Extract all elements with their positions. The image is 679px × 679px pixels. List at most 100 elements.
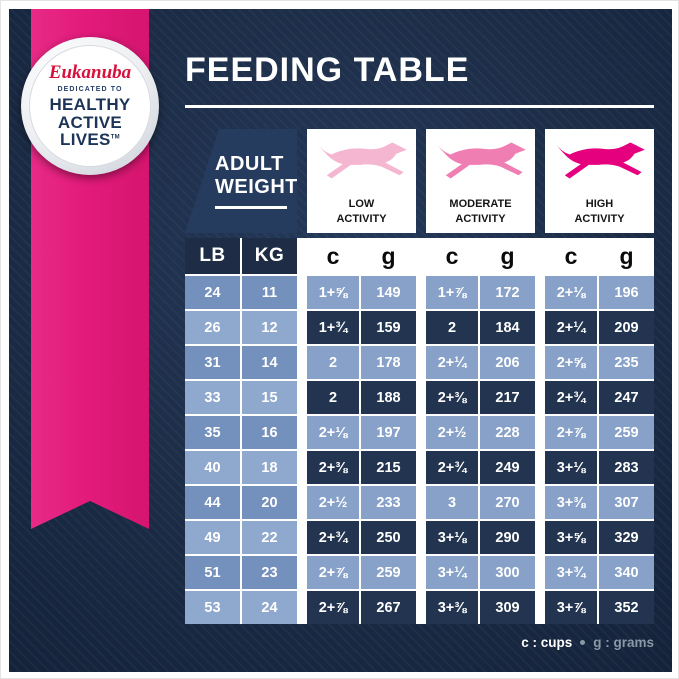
column-gutter [299,311,305,344]
activity-label-moderate-line1: MODERATE [449,198,512,211]
cell-moderate-grams: 172 [480,276,535,309]
cell-moderate-grams: 249 [480,451,535,484]
cell-moderate-cups: 2+½ [426,416,478,449]
cell-high-cups: 2+¾ [545,381,597,414]
column-gutter [537,591,543,624]
activity-label-low-line2: ACTIVITY [336,212,387,225]
column-gutter [418,238,424,274]
column-gutter [537,238,543,274]
column-gutter [537,451,543,484]
cell-moderate-grams: 309 [480,591,535,624]
column-gutter [299,591,305,624]
cell-low-grams: 188 [361,381,416,414]
column-gutter [418,556,424,589]
feeding-table: LB KG c g c g c g 24 11 1+⅝ 149 1+⅞ 172 2+⅛ 196 26 12 1+¾ 1… [185,238,654,624]
cell-moderate-cups: 3+¼ [426,556,478,589]
col-header-high-c: c [545,238,597,274]
col-header-moderate-c: c [426,238,478,274]
activity-label-high-line2: ACTIVITY [574,212,625,225]
cell-high-grams: 352 [599,591,654,624]
units-legend: c : cups g : grams [521,635,654,650]
title-underline [185,105,654,108]
column-gutter [537,416,543,449]
cell-lb: 35 [185,416,240,449]
cell-lb: 53 [185,591,240,624]
cell-kg: 24 [242,591,297,624]
running-dog-silhouette [318,142,407,179]
cell-lb: 49 [185,521,240,554]
column-gutter [418,486,424,519]
cell-low-grams: 215 [361,451,416,484]
legend-cups: c : cups [521,635,573,650]
badge-lives-line: LIVESTM [60,131,120,149]
cell-kg: 18 [242,451,297,484]
cell-low-grams: 250 [361,521,416,554]
column-gutter [537,311,543,344]
column-gutter [537,486,543,519]
brand-badge: Eukanuba DEDICATED TO HEALTHY ACTIVE LIV… [21,37,159,175]
cell-high-cups: 3+⅞ [545,591,597,624]
column-gutter [299,416,305,449]
brand-badge-inner: Eukanuba DEDICATED TO HEALTHY ACTIVE LIV… [29,45,151,167]
cell-kg: 15 [242,381,297,414]
cell-low-grams: 178 [361,346,416,379]
cell-high-grams: 196 [599,276,654,309]
cell-low-cups: 2 [307,381,359,414]
cell-high-grams: 259 [599,416,654,449]
cell-moderate-cups: 3 [426,486,478,519]
canvas-background: Eukanuba DEDICATED TO HEALTHY ACTIVE LIV… [9,9,672,672]
column-gutter [537,381,543,414]
running-dog-icon-high [556,142,645,179]
cell-high-cups: 3+⅝ [545,521,597,554]
activity-label-high-line1: HIGH [585,198,614,211]
cell-moderate-cups: 2+¾ [426,451,478,484]
cell-kg: 20 [242,486,297,519]
cell-high-cups: 2+⅛ [545,276,597,309]
cell-moderate-cups: 3+⅛ [426,521,478,554]
cell-kg: 23 [242,556,297,589]
adult-weight-underline [215,206,287,209]
cell-high-grams: 307 [599,486,654,519]
cell-moderate-cups: 2+⅜ [426,381,478,414]
column-gutter [537,556,543,589]
page-title: FEEDING TABLE [185,51,470,89]
badge-lives-text: LIVES [60,130,111,150]
column-gutter [299,451,305,484]
activity-header-moderate: MODERATE ACTIVITY [426,129,535,233]
activity-label-low-line1: LOW [348,198,375,211]
activity-label-high: HIGH ACTIVITY [574,197,624,226]
cell-moderate-cups: 3+⅜ [426,591,478,624]
legend-grams: g : grams [593,635,654,650]
cell-high-cups: 3+¾ [545,556,597,589]
cell-low-cups: 2+½ [307,486,359,519]
adult-weight-line1: ADULT [215,153,284,175]
cell-lb: 24 [185,276,240,309]
cell-low-cups: 2+⅞ [307,556,359,589]
column-gutter [537,276,543,309]
trademark-symbol: TM [110,134,120,141]
legend-separator-dot [580,640,586,645]
cell-moderate-cups: 2+¼ [426,346,478,379]
cell-low-cups: 2+⅛ [307,416,359,449]
cell-high-cups: 3+⅜ [545,486,597,519]
cell-low-cups: 2+¾ [307,521,359,554]
cell-moderate-grams: 206 [480,346,535,379]
cell-kg: 11 [242,276,297,309]
adult-weight-header: ADULT WEIGHT [185,129,297,233]
col-header-kg: KG [242,238,297,274]
activity-label-moderate-line2: ACTIVITY [455,212,506,225]
cell-high-grams: 247 [599,381,654,414]
cell-kg: 16 [242,416,297,449]
column-gutter [299,346,305,379]
cell-low-grams: 159 [361,311,416,344]
cell-low-grams: 259 [361,556,416,589]
running-dog-silhouette [437,142,526,179]
column-gutter [418,591,424,624]
cell-low-cups: 1+¾ [307,311,359,344]
cell-high-cups: 3+⅛ [545,451,597,484]
cell-high-grams: 235 [599,346,654,379]
column-gutter [537,521,543,554]
col-header-moderate-g: g [480,238,535,274]
cell-high-cups: 2+⅝ [545,346,597,379]
